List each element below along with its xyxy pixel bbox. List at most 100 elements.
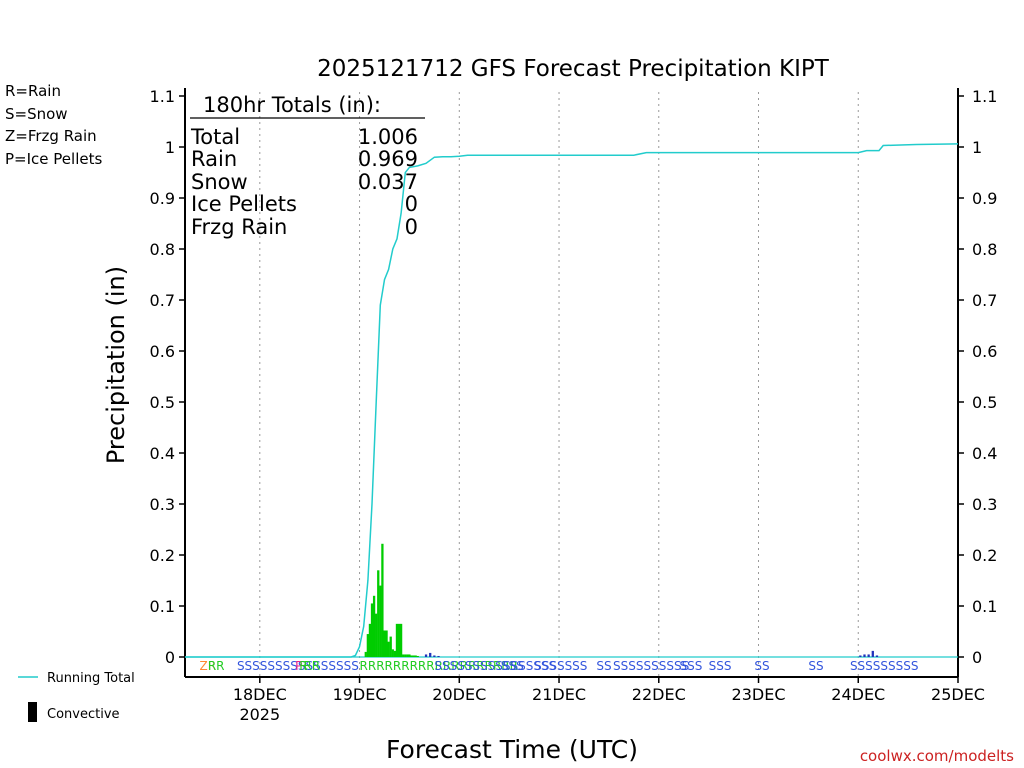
ptype-marker: SSS <box>709 659 732 673</box>
x-axis-title: Forecast Time (UTC) <box>386 735 638 764</box>
y-tick-label-right: 0.1 <box>972 597 997 616</box>
rain-bar <box>402 654 405 657</box>
y-tick-label-left: 0.3 <box>150 495 175 514</box>
totals-box: 180hr Totals (in): Total 1.006 Rain 0.96… <box>190 93 425 239</box>
totals-value-freezing-rain: 0 <box>405 215 418 239</box>
rain-bar <box>379 585 382 657</box>
ptype-legend: R=Rain S=Snow Z=Frzg Rain P=Ice Pellets <box>5 82 102 168</box>
y-tick-label-right: 0.7 <box>972 291 997 310</box>
ptype-marker: SSSSSSS <box>534 659 587 673</box>
rain-bar <box>395 623 399 657</box>
ptype-marker: SSS <box>680 659 703 673</box>
ptype-marker: SS <box>754 659 769 673</box>
ptype-marker: SSSSSSSSSS <box>613 659 689 673</box>
totals-value-rain: 0.969 <box>358 147 418 171</box>
totals-value-snow: 0.037 <box>358 170 418 194</box>
y-tick-label-right: 1.1 <box>972 87 997 106</box>
y-tick-label-left: 0.2 <box>150 546 175 565</box>
ptype-marker: RR <box>208 659 225 673</box>
y-tick-label-right: 1 <box>972 138 982 157</box>
rain-bar <box>366 634 370 657</box>
snow-bar <box>433 655 436 657</box>
y-tick-label-left: 0.8 <box>150 240 175 259</box>
rain-bar <box>381 543 384 657</box>
rain-bar <box>393 650 397 657</box>
totals-label-ice-pellets: Ice Pellets <box>191 192 297 216</box>
running-total-legend-label: Running Total <box>47 671 135 686</box>
totals-header: 180hr Totals (in): <box>203 93 381 117</box>
ptype-marker: SS <box>596 659 611 673</box>
chart-title: 2025121712 GFS Forecast Precipitation KI… <box>317 56 830 82</box>
totals-label-snow: Snow <box>191 170 248 194</box>
rain-bar <box>370 603 374 657</box>
x-tick-label: 23DEC <box>732 685 786 704</box>
y-tick-label-left: 0.1 <box>150 597 175 616</box>
ptype-marker: R <box>299 659 307 673</box>
y-axis-left: 0 0.1 0.2 0.3 0.4 0.5 0.6 0.7 0.8 0.9 1 1.1 <box>150 87 185 667</box>
snow-bar <box>437 655 440 657</box>
legend-rain: R=Rain <box>5 82 61 100</box>
legend-ice-pellets: P=Ice Pellets <box>5 150 102 168</box>
rain-bar <box>404 654 407 657</box>
y-axis-title: Precipitation (in) <box>102 266 130 464</box>
rain-bar <box>375 613 378 657</box>
rain-bar <box>387 641 390 657</box>
snow-bar <box>429 652 432 657</box>
y-tick-label-right: 0.3 <box>972 495 997 514</box>
ptype-marker: P <box>295 659 302 673</box>
rain-bar <box>372 595 376 657</box>
x-tick-label: 25DEC <box>931 685 985 704</box>
legend-snow: S=Snow <box>5 105 68 123</box>
ptype-marker: RR <box>303 659 320 673</box>
rain-bar <box>408 654 411 657</box>
y-axis-right: 0 0.1 0.2 0.3 0.4 0.5 0.6 0.7 0.8 0.9 1 1.1 <box>958 87 997 667</box>
y-tick-label-left: 0.6 <box>150 342 175 361</box>
x-tick-label: 24DEC <box>831 685 885 704</box>
y-tick-label-left: 0.4 <box>150 444 175 463</box>
totals-value-ice-pellets: 0 <box>405 192 418 216</box>
y-tick-label-right: 0.6 <box>972 342 997 361</box>
convective-legend-label: Convective <box>47 707 120 722</box>
convective-legend-swatch <box>28 702 37 722</box>
totals-label-rain: Rain <box>191 147 237 171</box>
snow-bar <box>863 654 866 657</box>
x-tick-label: 22DEC <box>632 685 686 704</box>
running-total-line <box>185 143 959 658</box>
series-legend: Running Total Convective <box>18 671 135 722</box>
rain-bar <box>391 649 394 657</box>
totals-label-freezing-rain: Frzg Rain <box>191 215 287 239</box>
snow-bar <box>424 654 428 657</box>
ptype-marker: RRRRRRRRRRRRRRRRRRR <box>360 659 518 673</box>
y-tick-label-right: 0.2 <box>972 546 997 565</box>
y-tick-label-left: 0.7 <box>150 291 175 310</box>
ptype-marker: SSSSSSSSSSSSSSSS <box>237 659 359 673</box>
rain-bar <box>406 654 409 657</box>
rain-bar <box>414 655 417 657</box>
y-tick-label-right: 0.8 <box>972 240 997 259</box>
ptype-marker: SSSSSSSSS <box>850 659 919 673</box>
rain-bar <box>385 630 388 657</box>
rain-bar <box>389 636 392 657</box>
y-tick-label-left: 0.5 <box>150 393 175 412</box>
x-tick-label: 19DEC <box>333 685 387 704</box>
rain-bar <box>383 630 386 657</box>
plot-area: 0 0.1 0.2 0.3 0.4 0.5 0.6 0.7 0.8 0.9 1 1.1 0 0.1 0.2… <box>150 87 998 724</box>
totals-value-total: 1.006 <box>358 125 418 149</box>
y-tick-label-right: 0 <box>972 648 982 667</box>
y-tick-label-right: 0.4 <box>972 444 997 463</box>
y-tick-label-right: 0.5 <box>972 393 997 412</box>
ptype-marker: SSSSSSSSSSSSSSSS <box>434 659 556 673</box>
snow-bar <box>875 655 879 657</box>
rain-bar <box>364 651 367 657</box>
rain-bar <box>368 623 372 657</box>
x-tick-year-label: 2025 <box>239 705 280 724</box>
rain-bar <box>377 570 380 657</box>
rain-bar <box>410 655 413 657</box>
snow-bar <box>859 655 862 657</box>
ptype-marker: SSS <box>501 659 524 673</box>
credit-text: coolwx.com/modelts <box>860 747 1014 765</box>
